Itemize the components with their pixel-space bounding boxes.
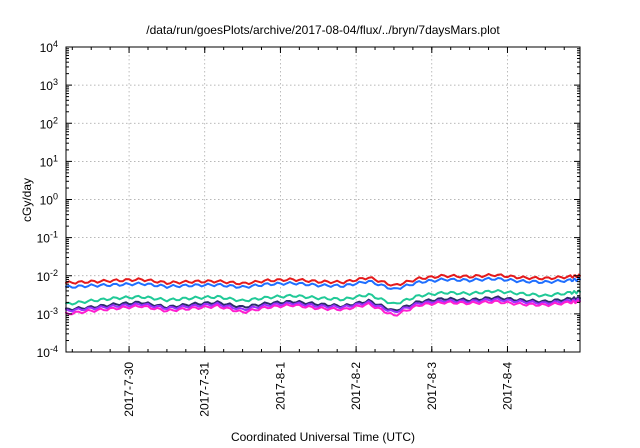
x-axis: 2017-7-30 2017-7-31 2017-8-1 2017-8-2 2017-8… xyxy=(71,47,565,417)
y-tick-label: 10-4 xyxy=(37,344,58,360)
y-tick-label: 10-1 xyxy=(37,230,58,246)
series-line-6 xyxy=(65,299,581,317)
series-line-5 xyxy=(65,297,581,314)
y-tick-label: 10-2 xyxy=(37,268,58,284)
x-tick-label: 2017-7-31 xyxy=(198,362,212,417)
x-tick-label: 2017-8-2 xyxy=(349,362,363,410)
series-layer xyxy=(65,273,581,317)
y-tick-label: 104 xyxy=(40,39,58,55)
series-line-2 xyxy=(65,276,581,290)
x-tick-label: 2017-7-30 xyxy=(122,362,136,417)
x-tick-label: 2017-8-4 xyxy=(500,362,514,410)
y-axis: 10-4 10-3 10-2 10-1 100 101 102 103 104 xyxy=(37,39,580,360)
x-tick-label: 2017-8-3 xyxy=(425,362,439,410)
y-tick-label: 101 xyxy=(40,153,58,169)
x-tick-label: 2017-8-1 xyxy=(273,362,287,410)
x-axis-label: Coordinated Universal Time (UTC) xyxy=(231,430,415,444)
y-tick-label: 102 xyxy=(40,115,58,131)
chart-title: /data/run/goesPlots/archive/2017-08-04/f… xyxy=(146,23,500,37)
series-line-1 xyxy=(65,273,581,287)
y-tick-label: 103 xyxy=(40,77,58,93)
y-axis-label: cGy/day xyxy=(20,178,34,222)
y-tick-label: 100 xyxy=(40,192,58,208)
series-line-3 xyxy=(65,289,581,306)
y-tick-label: 10-3 xyxy=(37,306,58,322)
